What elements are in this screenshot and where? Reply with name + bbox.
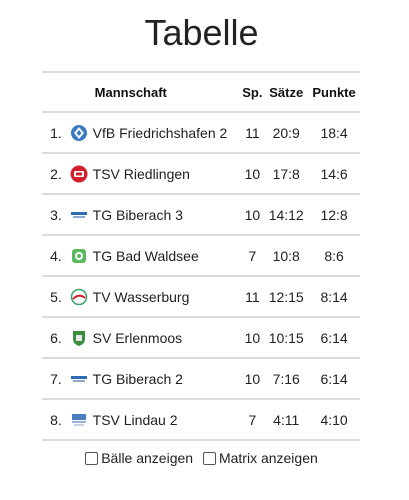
team-cell[interactable]: TG Bad Waldsee: [92, 235, 241, 277]
tv-wasserburg-logo-icon: [69, 287, 89, 307]
balls-option[interactable]: Bälle anzeigen: [85, 450, 193, 466]
rank-cell: 4.: [42, 235, 65, 277]
standings-table: Mannschaft Sp. Sätze Punkte 1. VfB Friedr…: [42, 71, 360, 441]
page-title: Tabelle: [144, 12, 259, 53]
display-options: Bälle anzeigen Matrix anzeigen: [0, 450, 403, 468]
points-header[interactable]: Punkte: [308, 71, 360, 113]
sets-header[interactable]: Sätze: [264, 71, 309, 113]
rank-cell: 6.: [42, 317, 65, 359]
sets-cell: 10:15: [264, 317, 309, 359]
logo-cell: [64, 194, 93, 236]
tsv-riedlingen-logo-icon: [69, 164, 89, 184]
points-cell: 18:4: [308, 112, 360, 154]
rank-cell: 5.: [42, 276, 65, 318]
tg-bad-waldsee-logo-icon: [69, 246, 89, 266]
team-cell[interactable]: TSV Lindau 2: [92, 399, 241, 441]
sets-cell: 17:8: [264, 153, 309, 195]
logo-cell: [64, 358, 93, 400]
table-row[interactable]: 6. SV Erlenmoos 10 10:15 6:14: [42, 317, 360, 359]
sets-cell: 20:9: [264, 112, 309, 154]
points-cell: 12:8: [308, 194, 360, 236]
games-cell: 10: [240, 153, 265, 195]
matrix-label: Matrix anzeigen: [218, 450, 318, 466]
logo-cell: [64, 317, 93, 359]
table-header-row: Mannschaft Sp. Sätze Punkte: [42, 71, 360, 113]
table-row[interactable]: 4. TG Bad Waldsee 7 10:8 8:6: [42, 235, 360, 277]
table-row[interactable]: 8. TSV Lindau 2 7 4:11 4:10: [42, 399, 360, 441]
rank-cell: 8.: [42, 399, 65, 441]
games-header[interactable]: Sp.: [240, 71, 265, 113]
tsv-lindau-logo-icon: [69, 410, 89, 430]
sets-cell: 12:15: [264, 276, 309, 318]
tg-biberach-logo-icon: [69, 205, 89, 225]
games-cell: 10: [240, 317, 265, 359]
sets-cell: 4:11: [264, 399, 309, 441]
logo-header: [64, 71, 93, 113]
games-cell: 10: [240, 358, 265, 400]
rank-cell: 2.: [42, 153, 65, 195]
matrix-checkbox[interactable]: [202, 451, 216, 465]
tg-biberach-logo-icon: [69, 369, 89, 389]
rank-cell: 7.: [42, 358, 65, 400]
logo-cell: [64, 235, 93, 277]
matrix-option[interactable]: Matrix anzeigen: [202, 450, 318, 466]
rank-header: [42, 71, 65, 113]
team-header[interactable]: Mannschaft: [92, 71, 241, 113]
team-cell[interactable]: TV Wasserburg: [92, 276, 241, 318]
sets-cell: 10:8: [264, 235, 309, 277]
team-cell[interactable]: TG Biberach 2: [92, 358, 241, 400]
logo-cell: [64, 153, 93, 195]
games-cell: 7: [240, 399, 265, 441]
table-row[interactable]: 7. TG Biberach 2 10 7:16 6:14: [42, 358, 360, 400]
games-cell: 10: [240, 194, 265, 236]
sv-erlenmoos-logo-icon: [69, 328, 89, 348]
points-cell: 8:14: [308, 276, 360, 318]
team-cell[interactable]: VfB Friedrichshafen 2: [92, 112, 241, 154]
table-row[interactable]: 3. TG Biberach 3 10 14:12 12:8: [42, 194, 360, 236]
logo-cell: [64, 276, 93, 318]
team-cell[interactable]: SV Erlenmoos: [92, 317, 241, 359]
points-cell: 4:10: [308, 399, 360, 441]
sets-cell: 7:16: [264, 358, 309, 400]
logo-cell: [64, 112, 93, 154]
points-cell: 6:14: [308, 358, 360, 400]
sets-cell: 14:12: [264, 194, 309, 236]
balls-label: Bälle anzeigen: [101, 450, 194, 466]
rank-cell: 3.: [42, 194, 65, 236]
points-cell: 6:14: [308, 317, 360, 359]
vfb-friedrichshafen-logo-icon: [69, 123, 89, 143]
team-cell[interactable]: TSV Riedlingen: [92, 153, 241, 195]
rank-cell: 1.: [42, 112, 65, 154]
table-row[interactable]: 2. TSV Riedlingen 10 17:8 14:6: [42, 153, 360, 195]
team-cell[interactable]: TG Biberach 3: [92, 194, 241, 236]
games-cell: 7: [240, 235, 265, 277]
games-cell: 11: [240, 112, 265, 154]
games-cell: 11: [240, 276, 265, 318]
points-cell: 8:6: [308, 235, 360, 277]
logo-cell: [64, 399, 93, 441]
balls-checkbox[interactable]: [85, 451, 99, 465]
table-row[interactable]: 5. TV Wasserburg 11 12:15 8:14: [42, 276, 360, 318]
table-row[interactable]: 1. VfB Friedrichshafen 2 11 20:9 18:4: [42, 112, 360, 154]
points-cell: 14:6: [308, 153, 360, 195]
